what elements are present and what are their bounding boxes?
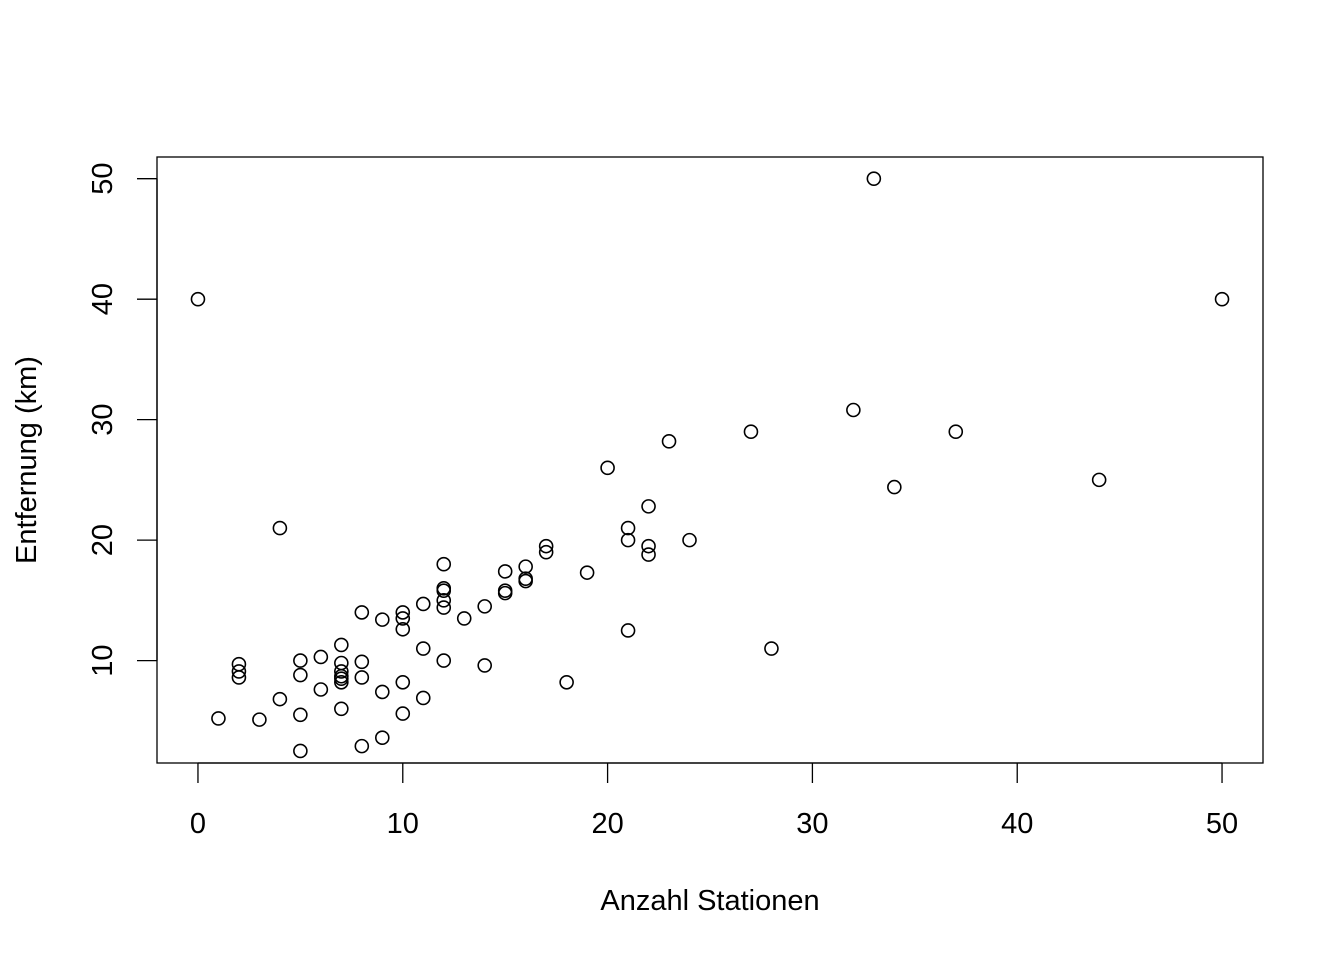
data-point	[436, 556, 452, 572]
data-point	[374, 730, 390, 745]
data-point	[538, 544, 554, 560]
data-point	[641, 547, 656, 562]
data-point	[1214, 291, 1230, 307]
data-point	[395, 674, 411, 690]
data-point	[661, 434, 677, 449]
data-point	[313, 682, 329, 697]
plot-frame	[156, 156, 1264, 764]
data-point	[395, 611, 411, 626]
data-point	[518, 573, 533, 589]
data-point	[641, 499, 656, 514]
data-point	[374, 612, 390, 627]
data-point	[374, 684, 390, 700]
x-tick-label-3: 30	[796, 808, 828, 840]
data-point	[354, 670, 370, 685]
data-point	[764, 641, 779, 656]
data-point	[231, 664, 247, 679]
data-point	[600, 460, 615, 476]
data-point	[395, 605, 411, 620]
data-point	[743, 424, 759, 439]
y-tick-label-4: 50	[87, 163, 119, 195]
x-tick-label-5: 50	[1206, 808, 1238, 840]
data-point	[395, 706, 411, 721]
y-tick-label-2: 30	[87, 404, 119, 436]
data-point	[1091, 472, 1107, 488]
data-point	[497, 564, 513, 579]
data-point	[334, 637, 349, 653]
x-tick-label-1: 10	[387, 808, 419, 840]
data-point	[293, 743, 308, 759]
data-point	[436, 593, 452, 608]
data-point	[190, 291, 206, 307]
data-point	[231, 670, 247, 685]
data-point	[354, 605, 370, 620]
data-point	[272, 520, 288, 536]
data-point	[334, 701, 349, 717]
data-point	[252, 712, 267, 727]
data-point	[436, 600, 452, 615]
data-point	[559, 674, 574, 690]
data-point	[334, 671, 349, 686]
data-point	[620, 520, 636, 536]
y-axis: 10 20 30 40 50	[87, 163, 158, 677]
data-point	[415, 596, 431, 612]
data-point	[866, 171, 882, 186]
data-point	[682, 532, 697, 548]
data-points	[190, 171, 1230, 759]
data-point	[641, 538, 656, 554]
data-point	[354, 654, 370, 670]
data-point	[620, 532, 636, 548]
data-point	[415, 641, 431, 656]
y-tick-label-3: 40	[87, 283, 119, 315]
data-point	[456, 611, 472, 626]
data-point	[620, 623, 636, 638]
data-point	[436, 653, 452, 668]
data-point	[354, 738, 370, 754]
data-point	[436, 583, 452, 599]
x-tick-label-0: 0	[190, 808, 206, 840]
x-axis: 0 10 20 30 40 50	[190, 762, 1238, 840]
data-point	[334, 664, 349, 679]
data-point	[293, 667, 308, 683]
data-point	[395, 621, 411, 637]
data-point	[579, 565, 595, 580]
data-point	[477, 658, 493, 673]
x-axis-title: Anzahl Stationen	[600, 885, 819, 917]
data-point	[211, 711, 226, 726]
data-point	[948, 424, 964, 439]
data-point	[887, 479, 902, 495]
data-point	[497, 585, 513, 601]
data-point	[313, 649, 329, 665]
data-point	[477, 599, 493, 614]
data-point	[846, 402, 861, 418]
data-point	[538, 538, 554, 554]
y-tick-label-1: 20	[87, 524, 119, 556]
data-point	[334, 674, 349, 690]
y-tick-label-0: 10	[87, 644, 119, 676]
x-tick-label-2: 20	[591, 808, 623, 840]
x-tick-label-4: 40	[1001, 808, 1033, 840]
data-point	[293, 707, 308, 723]
data-point	[415, 690, 431, 706]
data-point	[293, 653, 308, 668]
data-point	[518, 559, 533, 574]
data-point	[272, 691, 288, 707]
y-axis-title: Entfernung (km)	[11, 356, 43, 564]
